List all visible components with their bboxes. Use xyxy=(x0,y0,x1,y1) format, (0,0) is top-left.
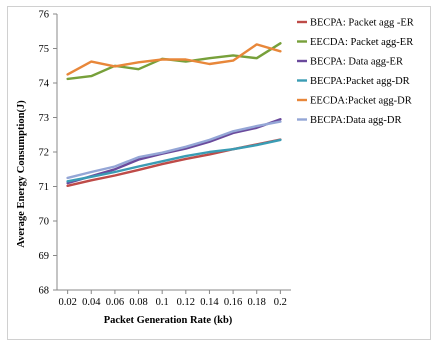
legend-label-1: BECPA: Packet agg -ER xyxy=(310,18,414,29)
x-tick-label: 0.06 xyxy=(106,297,124,308)
x-tick-label: 0.12 xyxy=(177,297,195,308)
x-tick-label: 0.1 xyxy=(156,297,169,308)
legend-label-2: EECDA: Packet agg-ER xyxy=(310,37,413,48)
legend-label-4: BECPA:Packet agg-DR xyxy=(310,76,410,87)
y-tick-label: 75 xyxy=(39,44,50,55)
y-tick-label: 72 xyxy=(39,148,50,159)
legend-label-3: BECPA: Data agg-ER xyxy=(310,57,403,68)
legend-label-5: EECDA:Packet agg-DR xyxy=(310,96,412,107)
x-tick-label: 0.08 xyxy=(129,297,147,308)
x-tick-label: 0.04 xyxy=(82,297,101,308)
y-tick-label: 68 xyxy=(39,286,50,297)
y-tick-label: 71 xyxy=(39,182,50,193)
y-axis-title: Average Energy Consumption(J) xyxy=(16,100,27,248)
series-layer xyxy=(66,42,282,188)
y-tick-label: 74 xyxy=(39,79,50,90)
x-tick-label: 0.16 xyxy=(224,297,242,308)
y-axis: 68 69 70 71 72 73 74 75 76 xyxy=(39,10,58,297)
series-line-3 xyxy=(66,117,282,185)
series-line-4 xyxy=(66,138,282,183)
x-axis: 0.02 0.04 0.06 0.08 0.1 0.12 0.14 0.16 0.18 0.2 xyxy=(57,289,291,308)
series-line-6 xyxy=(66,120,282,180)
x-axis-title: Packet Generation Rate (kb) xyxy=(104,315,233,326)
y-tick-label: 73 xyxy=(39,113,50,124)
y-tick-label: 69 xyxy=(39,251,50,262)
y-tick-label: 76 xyxy=(39,10,50,21)
series-line-5 xyxy=(66,43,282,76)
x-tick-label: 0.02 xyxy=(58,297,76,308)
x-tick-label: 0.18 xyxy=(248,297,266,308)
y-tick-label: 70 xyxy=(39,217,50,228)
x-tick-label: 0.2 xyxy=(274,297,287,308)
legend-label-6: BECPA:Data agg-DR xyxy=(310,115,402,126)
x-tick-label: 0.14 xyxy=(200,297,219,308)
legend: BECPA: Packet agg -ER EECDA: Packet agg-E… xyxy=(297,18,414,126)
